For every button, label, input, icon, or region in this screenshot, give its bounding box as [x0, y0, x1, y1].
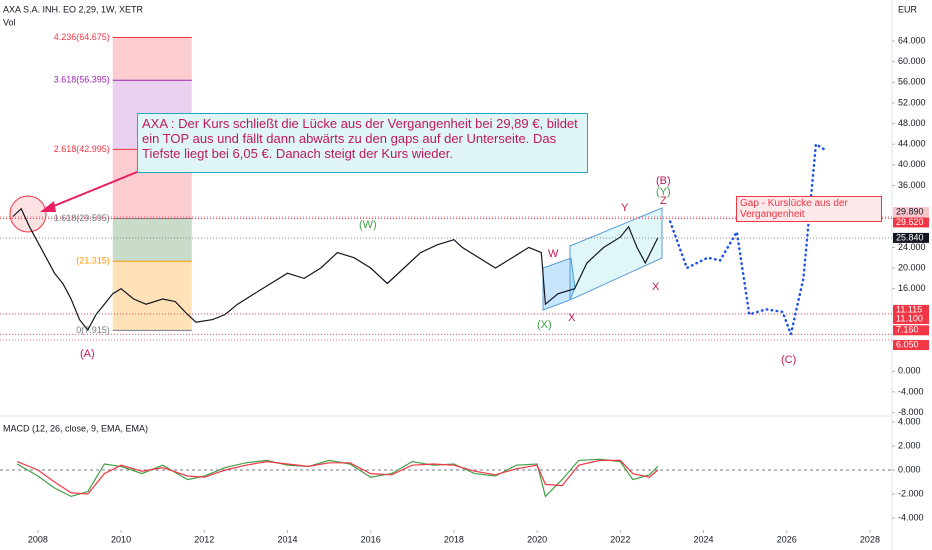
fib-band [112, 218, 192, 262]
gap-note: Gap - Kurslücke aus der Vergangenheit [736, 196, 882, 222]
price-tag [893, 340, 929, 351]
line [12, 207, 659, 332]
price-tag [893, 325, 929, 336]
price-tag [893, 217, 929, 228]
y-tick-label: 44.000 [898, 139, 926, 149]
x-tick-label: 2022 [610, 534, 630, 544]
fib-band [112, 37, 192, 81]
price-tag-label: 29.890 [896, 206, 924, 216]
fib-label: (21.315) [76, 256, 110, 266]
price-tag-label: 29.620 [896, 217, 924, 227]
channel [569, 207, 663, 301]
fib-label: 3.618(56.395) [54, 75, 110, 85]
wave-label: (A) [80, 348, 95, 360]
x-tick-label: 2016 [361, 534, 381, 544]
wave-label: W [548, 248, 559, 260]
macd-title: MACD (12, 26, close, 9, EMA, EMA) [3, 423, 148, 433]
symbol: AXA S.A. INH. EO 2,29, 1W, XETR [3, 4, 144, 14]
price-tag [893, 207, 929, 218]
fib-label: 0(7.915) [76, 325, 110, 335]
fib-label: 2.618(42.995) [54, 144, 110, 154]
y-tick-label: 4.000 [898, 416, 921, 426]
x-tick-label: 2026 [777, 534, 797, 544]
wave-label: X [652, 281, 660, 293]
y-tick-label: 0.000 [898, 366, 921, 376]
top-marker [9, 195, 47, 233]
wave-label: (C) [781, 354, 796, 366]
y-tick-label: 16.000 [898, 283, 926, 293]
price-tag [893, 313, 929, 324]
price-tag-label: 25.840 [896, 232, 924, 242]
y-tick-label: -4.000 [898, 386, 924, 396]
wave-label: (W) [359, 219, 377, 231]
wave-label: Y [621, 202, 629, 214]
y-tick-label: -8.000 [898, 407, 924, 417]
price-tag-label: 7.160 [896, 325, 919, 335]
price-tag [893, 304, 929, 315]
fib-label: 1.618(29.595) [54, 213, 110, 223]
y-tick-label: 64.000 [898, 35, 926, 45]
price-tag [893, 232, 929, 243]
wave-label: (Y) [656, 186, 671, 198]
line [668, 142, 826, 339]
y-tick-label: 0.000 [898, 464, 921, 474]
y-tick-label: 24.000 [898, 242, 926, 252]
line [16, 459, 659, 495]
currency: EUR [898, 4, 918, 14]
price-tag-label: 6.050 [896, 339, 919, 349]
x-tick-label: 2012 [194, 534, 214, 544]
y-tick-label: 48.000 [898, 118, 926, 128]
y-tick-label: 40.000 [898, 159, 926, 169]
fib-band [112, 261, 192, 331]
wave-label: (B) [656, 175, 671, 187]
y-tick-label: 56.000 [898, 77, 926, 87]
y-tick-label: -2.000 [898, 488, 924, 498]
arrow [43, 171, 138, 211]
y-tick-label: 52.000 [898, 97, 926, 107]
volume-label: Vol [3, 17, 16, 27]
x-tick-label: 2020 [527, 534, 547, 544]
y-tick-label: 60.000 [898, 56, 926, 66]
y-tick-label: 2.000 [898, 440, 921, 450]
y-tick-label: 36.000 [898, 180, 926, 190]
x-tick-label: 2008 [28, 534, 48, 544]
x-tick-label: 2024 [694, 534, 714, 544]
price-tag-label: 11.115 [896, 304, 922, 314]
line [16, 458, 659, 498]
annotation-box: AXA : Der Kurs schließt die Lücke aus de… [137, 113, 588, 173]
price-tag-label: 11.100 [896, 313, 923, 323]
wave-label: (X) [537, 319, 552, 331]
arrow-head [40, 201, 56, 212]
x-tick-label: 2028 [860, 534, 880, 544]
x-tick-label: 2014 [277, 534, 297, 544]
y-tick-label: 20.000 [898, 262, 926, 272]
wave-label: X [568, 312, 576, 324]
x-tick-label: 2018 [444, 534, 464, 544]
wave-label: Z [660, 195, 667, 207]
y-tick-label: -4.000 [898, 512, 924, 522]
fib-label: 4.236(64.675) [54, 32, 110, 42]
x-tick-label: 2010 [111, 534, 131, 544]
